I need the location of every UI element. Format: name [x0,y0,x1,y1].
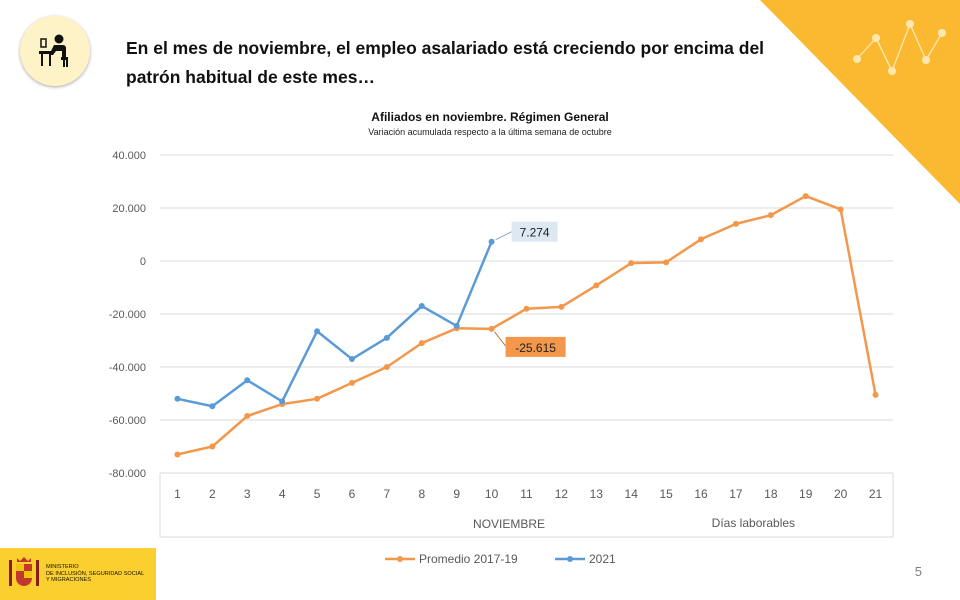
x-group-label: Días laborables [712,516,795,530]
x-group-label: NOVIEMBRE [473,517,545,531]
x-tick-label: 8 [418,487,425,501]
y-tick-label: -60.000 [109,415,146,427]
x-tick-label: 4 [279,487,286,501]
x-tick-label: 11 [520,487,533,501]
x-tick-label: 9 [453,487,460,501]
line-chart: Afiliados en noviembre. Régimen General V… [109,110,894,566]
callout-2021-label: 7.274 [520,226,550,240]
data-point [558,303,565,310]
y-tick-label: -80.000 [109,468,146,480]
x-tick-label: 3 [244,487,251,501]
chart-subtitle: Variación acumulada respecto a la última… [368,127,611,137]
chart-title: Afiliados en noviembre. Régimen General [371,110,608,124]
x-tick-label: 1 [174,487,181,501]
data-point [383,334,390,341]
data-point [453,322,460,329]
data-point [663,259,670,266]
series-line [177,241,493,408]
data-point [732,220,739,227]
x-tick-label: 15 [659,487,673,501]
data-point [209,443,216,450]
data-point [314,328,321,335]
data-point [418,303,425,310]
data-point [837,206,844,213]
x-tick-label: 7 [384,487,391,501]
page-number: 5 [914,564,922,579]
corner-decoration [760,0,960,204]
data-point [244,413,251,420]
x-tick-label: 19 [799,487,813,501]
data-point [767,212,774,219]
ministry-logo: MINISTERIO DE INCLUSIÓN, SEGURIDAD SOCIA… [0,548,156,600]
worker-at-desk-icon [39,34,68,67]
legend-label: 2021 [589,552,616,566]
x-tick-label: 17 [729,487,743,501]
headline: En el mes de noviembre, el empleo asalar… [126,38,765,87]
data-point [209,403,216,410]
x-tick-label: 21 [869,487,883,501]
data-point [348,379,355,386]
data-point [174,451,181,458]
x-tick-label: 20 [834,487,848,501]
x-tick-label: 13 [590,487,604,501]
legend-swatch-marker [397,556,403,562]
x-tick-label: 18 [764,487,778,501]
data-point [872,391,879,398]
data-point [244,377,251,384]
data-point [279,398,286,405]
data-point [314,395,321,402]
x-tick-label: 14 [625,487,639,501]
data-point [348,356,355,363]
network-dots-icon [853,20,946,75]
y-tick-label: 40.000 [112,150,146,162]
x-tick-label: 10 [485,487,499,501]
data-point [418,340,425,347]
x-tick-label: 2 [209,487,216,501]
ministry-line-2: DE INCLUSIÓN, SEGURIDAD SOCIAL [46,570,145,577]
x-tick-label: 6 [349,487,356,501]
callout-promedio-box [505,336,566,357]
data-point [523,305,530,312]
callout-promedio-leader [494,331,506,347]
y-tick-label: -40.000 [109,362,146,374]
legend-label: Promedio 2017-19 [419,552,518,566]
ministry-line-3: Y MIGRACIONES [46,577,91,583]
data-point [488,238,495,245]
data-point [628,260,635,267]
data-point [698,236,705,243]
legend-swatch-marker [567,556,573,562]
topic-icon-badge [20,16,90,86]
callout-2021-box [511,221,558,242]
y-tick-label: 0 [140,256,146,268]
callout-2021-leader [495,231,512,241]
ministry-line-1: MINISTERIO [46,564,79,570]
data-point [488,325,495,332]
y-tick-label: 20.000 [112,203,146,215]
chart-container: Afiliados en noviembre. Régimen General V… [0,100,960,580]
data-point [593,282,600,289]
data-point [383,364,390,370]
coat-of-arms-icon [9,557,39,586]
y-tick-label: -20.000 [109,309,146,321]
callout-promedio-label: -25.615 [515,341,556,355]
ministry-name: MINISTERIO DE INCLUSIÓN, SEGURIDAD SOCIA… [46,564,144,584]
x-tick-label: 16 [694,487,708,501]
x-tick-label: 12 [555,487,569,501]
data-point [802,193,809,200]
data-point [174,395,181,402]
x-tick-label: 5 [314,487,321,501]
